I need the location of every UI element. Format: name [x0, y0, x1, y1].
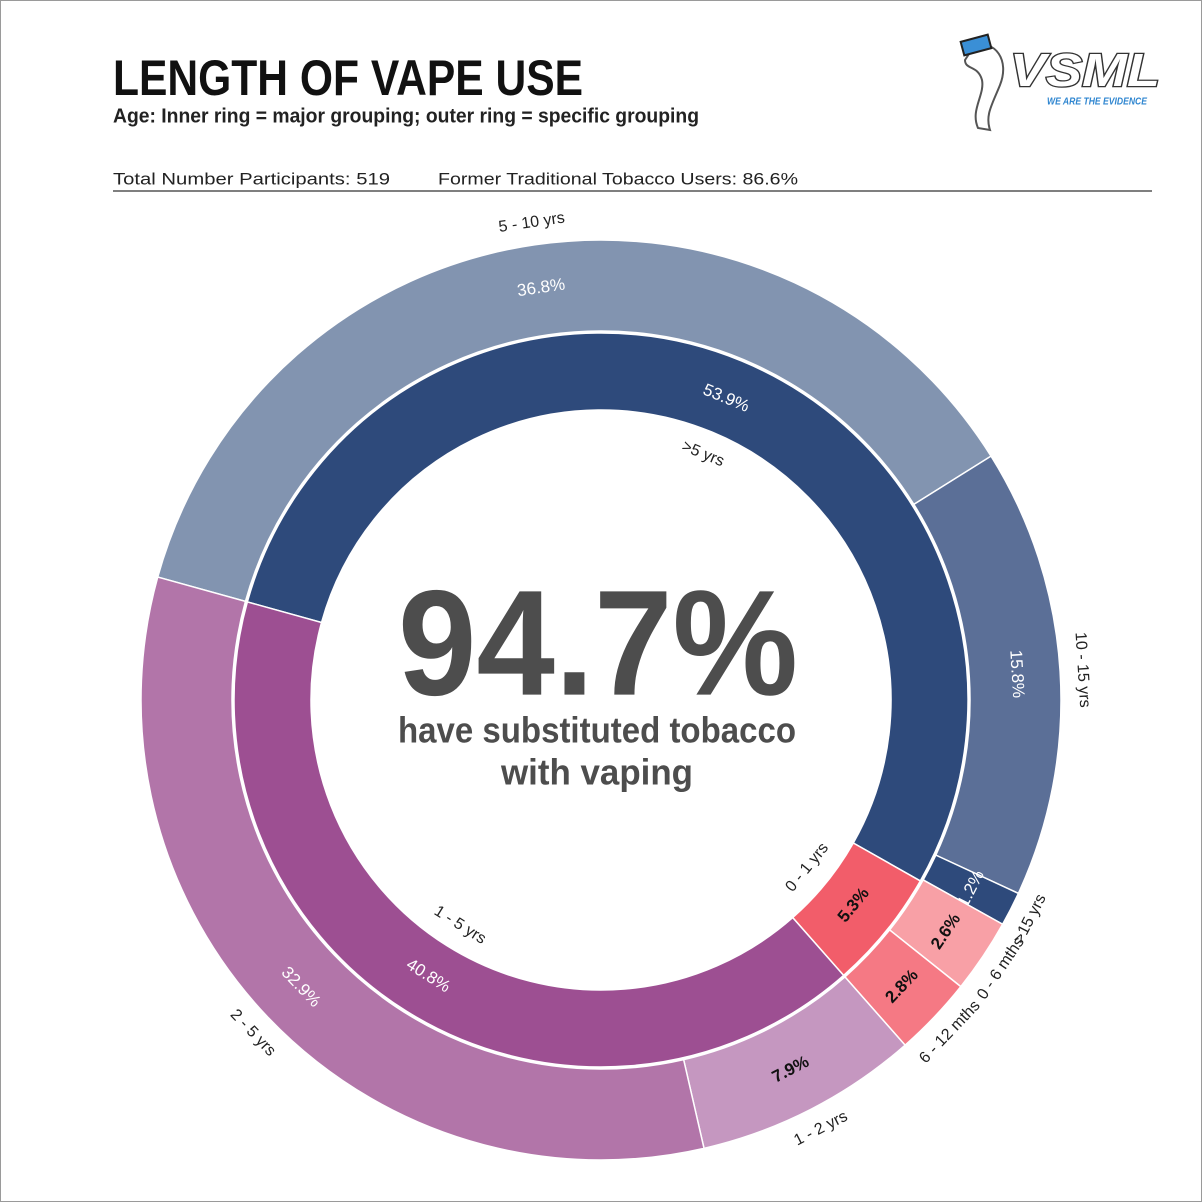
logo: VSML WE ARE THE EVIDENCE [959, 33, 1161, 132]
center-text: have substituted tobacco [398, 710, 796, 751]
value-label: 15.8% [1006, 649, 1028, 698]
logo-tagline: WE ARE THE EVIDENCE [1047, 97, 1147, 108]
ring-segment [246, 332, 969, 882]
logo-icon [959, 33, 993, 57]
logo-ribbon [963, 43, 1005, 132]
ring-segment [156, 239, 993, 603]
ring-segment [233, 601, 845, 1068]
chart-title: LENGTH OF VAPE USE [113, 50, 583, 106]
annotation: Former Traditional Tobacco Users: 86.6% [438, 169, 798, 188]
logo-text: VSML [1010, 44, 1160, 96]
category-label: 10 - 15 yrs [1071, 632, 1093, 709]
chart-subtitle: Age: Inner ring = major grouping; outer … [113, 105, 699, 127]
center-value: 94.7% [398, 559, 798, 727]
ring-segment [140, 576, 705, 1161]
annotation: Total Number Participants: 519 [113, 169, 390, 188]
center-text: with vaping [500, 752, 693, 793]
